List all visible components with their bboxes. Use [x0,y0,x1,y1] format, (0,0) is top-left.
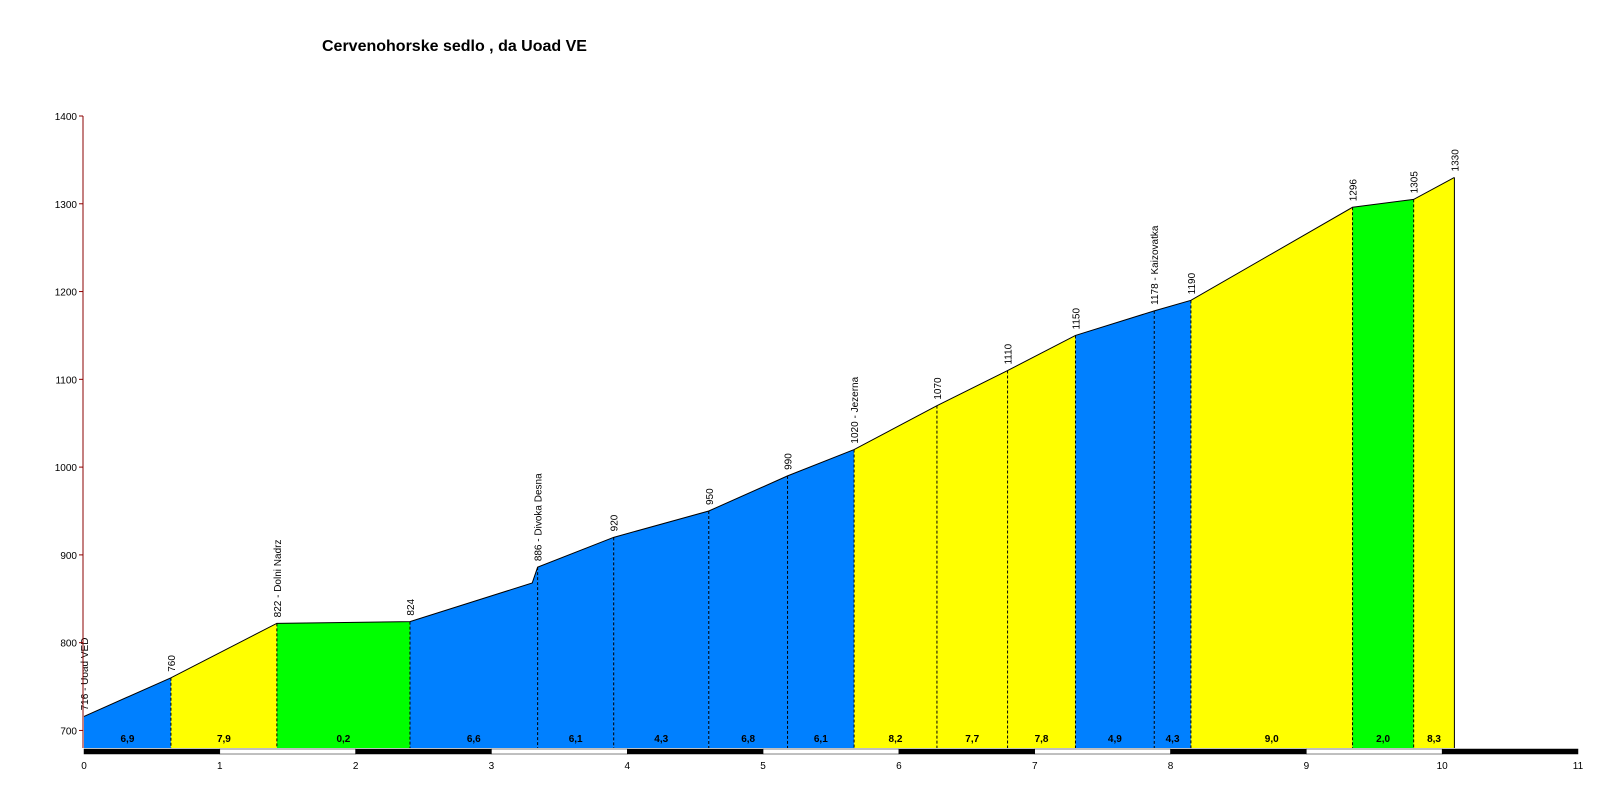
point-elevation-label: 822 - Dolni Nadrz [273,540,284,618]
distance-scale-block [1170,748,1307,755]
point-elevation-label: 1020 - Jezerna [850,376,861,443]
x-tick-label: 0 [81,761,87,772]
y-tick-label: 1400 [55,112,78,123]
distance-scale-block [1441,748,1579,755]
segment-15-area [1352,199,1414,748]
distance-scale-block [1306,748,1443,755]
x-tick-label: 7 [1032,761,1038,772]
segment-gradient-label: 7,8 [1035,734,1049,745]
segment-13-area [1154,300,1191,748]
point-elevation-label: 1296 [1349,179,1360,202]
distance-scale-block [83,748,221,755]
segment-12-area [1075,310,1155,748]
x-tick-label: 8 [1168,761,1174,772]
segment-4-area [409,567,538,748]
segment-gradient-label: 7,7 [965,734,979,745]
point-elevation-label: 1330 [1450,149,1461,172]
distance-scale-block [219,748,356,755]
chart-title: Cervenohorske sedlo , da Uoad VE [322,38,587,55]
segment-gradient-label: 6,9 [121,734,135,745]
segment-gradient-label: 6,1 [814,734,828,745]
distance-scale-block [627,748,764,755]
segment-gradient-label: 9,0 [1265,734,1279,745]
segment-7-area [708,475,788,748]
point-elevation-label: 824 [406,598,417,615]
segment-gradient-label: 8,3 [1427,734,1441,745]
segment-gradient-label: 7,9 [217,734,231,745]
x-tick-label: 1 [217,761,223,772]
segment-10-area [936,370,1008,748]
x-tick-label: 4 [624,761,630,772]
segment-gradient-label: 4,9 [1108,734,1122,745]
y-tick-label: 1200 [55,288,78,299]
point-elevation-label: 886 - Divoka Desna [534,473,545,561]
segment-5-area [537,537,614,748]
distance-scale-block [355,748,492,755]
point-elevation-label: 760 [167,655,178,672]
y-tick-label: 700 [60,726,77,737]
point-elevation-label: 1110 [1004,343,1015,364]
segment-gradient-label: 2,0 [1376,734,1390,745]
point-elevation-label: 920 [610,514,621,531]
segment-11-area [1007,335,1076,748]
segment-14-area [1190,207,1353,749]
segment-1-area [84,677,171,748]
y-tick-label: 1000 [55,463,78,474]
segment-2-area [170,623,277,748]
segment-gradient-label: 6,1 [569,734,583,745]
point-elevation-label: 1150 [1071,308,1082,330]
x-tick-label: 10 [1437,761,1449,772]
segment-6-area [613,511,709,748]
y-tick-label: 1300 [55,200,78,211]
point-elevation-label: 1070 [933,377,944,400]
segment-3-area [276,621,410,748]
segment-9-area [854,405,937,748]
segment-gradient-label: 4,3 [654,734,668,745]
segment-gradient-label: 8,2 [889,734,903,745]
segment-gradient-label: 0,2 [336,734,350,745]
x-tick-label: 5 [760,761,766,772]
point-elevation-label: 1178 - Kaizovatka [1150,225,1161,305]
x-tick-label: 11 [1573,761,1584,772]
segment-gradient-label: 4,3 [1166,734,1180,745]
point-elevation-label: 1305 [1410,171,1421,194]
y-tick-label: 1100 [55,375,77,386]
x-tick-label: 2 [353,761,359,772]
x-tick-label: 9 [1304,761,1310,772]
distance-scale-block [898,748,1035,755]
segment-gradient-label: 6,8 [741,734,755,745]
point-elevation-label: 1190 [1187,272,1198,294]
y-tick-label: 800 [60,639,77,650]
point-elevation-label: 950 [705,488,716,505]
distance-scale-block [762,748,900,755]
y-tick-label: 900 [60,551,77,562]
distance-scale-block [491,748,628,755]
x-tick-label: 3 [489,761,495,772]
segment-16-area [1413,177,1455,748]
point-elevation-label: 716 - Uoad VED [80,638,91,711]
segment-gradient-label: 6,6 [467,734,481,745]
segment-8-area [787,449,855,748]
point-elevation-label: 990 [784,453,795,470]
x-tick-label: 6 [896,761,902,772]
profile-line [83,177,1455,717]
distance-scale-block [1034,748,1171,755]
